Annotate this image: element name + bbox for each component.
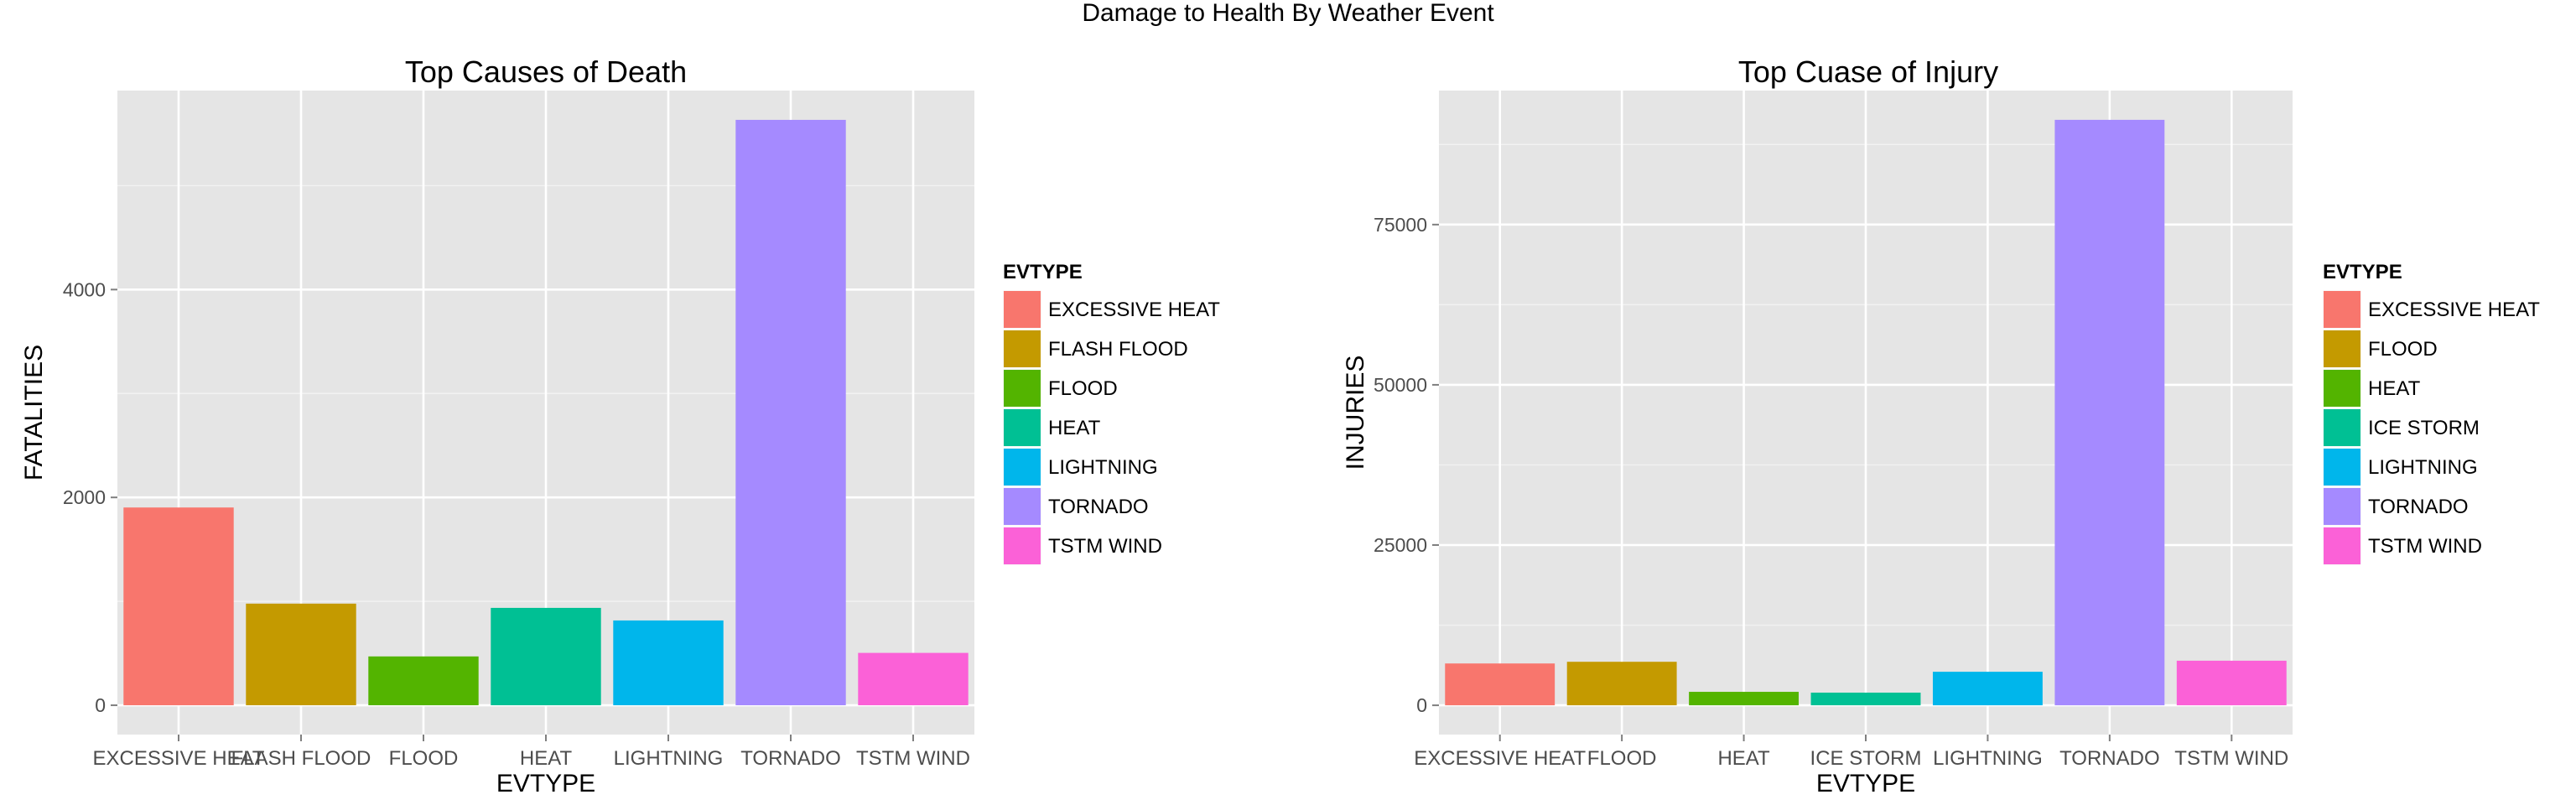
panel1-legend-label: LIGHTNING: [1048, 456, 1158, 479]
figure-title: Damage to Health By Weather Event: [1082, 0, 1494, 27]
panel1-chart-title: Top Causes of Death: [405, 55, 687, 89]
panel2-legend-label: TSTM WIND: [2368, 535, 2482, 558]
panel1-legend-swatch: [1004, 370, 1041, 407]
panel2-x-tick-label: TORNADO: [2059, 747, 2160, 770]
panel1-legend-label: FLASH FLOOD: [1048, 338, 1188, 361]
panel2-x-tick-label: EXCESSIVE HEAT: [1414, 747, 1586, 770]
panel1-legend-swatch: [1004, 291, 1041, 328]
panel2-legend-swatch: [2324, 409, 2360, 446]
panel1-bar-tornado: [735, 119, 846, 706]
panel1-x-tick-label: FLOOD: [389, 747, 459, 770]
panel1-bar-excessive-heat: [123, 507, 234, 706]
panel1-x-axis-title: EVTYPE: [496, 770, 595, 797]
panel2-y-tick-label: 25000: [1374, 534, 1427, 556]
panel2-legend-label: TORNADO: [2368, 496, 2469, 518]
panel1-x-tick-label: HEAT: [520, 747, 573, 770]
panel2-legend-swatch: [2324, 449, 2360, 486]
panel1-y-axis-title: FATALITIES: [20, 345, 48, 480]
panel2-legend-label: ICE STORM: [2368, 417, 2480, 439]
panel1-bar-heat: [491, 607, 601, 706]
panel2-legend-swatch: [2324, 291, 2360, 328]
panel1-bar-flash-flood: [246, 603, 356, 706]
panel1-legend-swatch: [1004, 449, 1041, 486]
panel2-legend-swatch: [2324, 330, 2360, 367]
panel2-x-tick-label: FLOOD: [1587, 747, 1657, 770]
panel2-legend-label: EXCESSIVE HEAT: [2368, 299, 2540, 321]
panel2-x-tick-label: TSTM WIND: [2174, 747, 2288, 770]
panel2-bar-tstm-wind: [2176, 660, 2287, 706]
panel1-x-tick-label: TSTM WIND: [856, 747, 970, 770]
panel1-legend-swatch: [1004, 488, 1041, 525]
panel2-y-tick-label: 75000: [1374, 214, 1427, 236]
panel2-legend-swatch: [2324, 527, 2360, 564]
panel1-x-tick-label: EXCESSIVE HEAT: [93, 747, 265, 770]
panel1-legend-swatch: [1004, 527, 1041, 564]
panel2-legend-label: LIGHTNING: [2368, 456, 2478, 479]
panel1-y-tick-label: 2000: [63, 486, 106, 508]
panel2-legend-swatch: [2324, 370, 2360, 407]
panel2-bar-heat: [1689, 692, 1800, 706]
panel1-y-tick-label: 0: [95, 694, 106, 716]
panel2-x-tick-label: HEAT: [1717, 747, 1770, 770]
panel2-bar-excessive-heat: [1445, 663, 1555, 706]
panel2-bar-flood: [1566, 662, 1677, 706]
panel2-legend-swatch: [2324, 488, 2360, 525]
panel2-y-tick-label: 0: [1416, 694, 1427, 716]
panel2-chart-title: Top Cuase of Injury: [1738, 55, 1998, 89]
panel1-legend-swatch: [1004, 330, 1041, 367]
panel2-bar-tornado: [2054, 119, 2165, 706]
panel1-y-tick-label: 4000: [63, 278, 106, 300]
panel2-legend-label: HEAT: [2368, 377, 2421, 400]
panel2-bar-lightning: [1932, 672, 2043, 706]
panel1-bar-lightning: [613, 620, 724, 706]
panel2-x-tick-label: ICE STORM: [1810, 747, 1922, 770]
panel2-x-axis-title: EVTYPE: [1816, 770, 1915, 797]
panel1-bar-flood: [368, 656, 479, 706]
panel2-x-tick-label: LIGHTNING: [1933, 747, 2043, 770]
panel2-bar-ice-storm: [1810, 692, 1921, 706]
panel2-legend-title: EVTYPE: [2323, 261, 2402, 283]
panel2-y-axis-title: INJURIES: [1342, 356, 1369, 470]
panel1-x-tick-label: LIGHTNING: [614, 747, 724, 770]
panel1-x-tick-label: TORNADO: [740, 747, 841, 770]
panel1-legend-label: TORNADO: [1048, 496, 1149, 518]
panel1-legend-label: FLOOD: [1048, 377, 1118, 400]
panel1-legend-swatch: [1004, 409, 1041, 446]
panel1-legend-label: HEAT: [1048, 417, 1101, 439]
panel1-bar-tstm-wind: [858, 652, 969, 706]
panel1-legend-label: TSTM WIND: [1048, 535, 1162, 558]
panel1-legend-label: EXCESSIVE HEAT: [1048, 299, 1220, 321]
panel1-legend-title: EVTYPE: [1003, 261, 1083, 283]
panel2-legend-label: FLOOD: [2368, 338, 2438, 361]
panel2-y-tick-label: 50000: [1374, 374, 1427, 396]
panel1-x-tick-label: FLASH FLOOD: [231, 747, 371, 770]
